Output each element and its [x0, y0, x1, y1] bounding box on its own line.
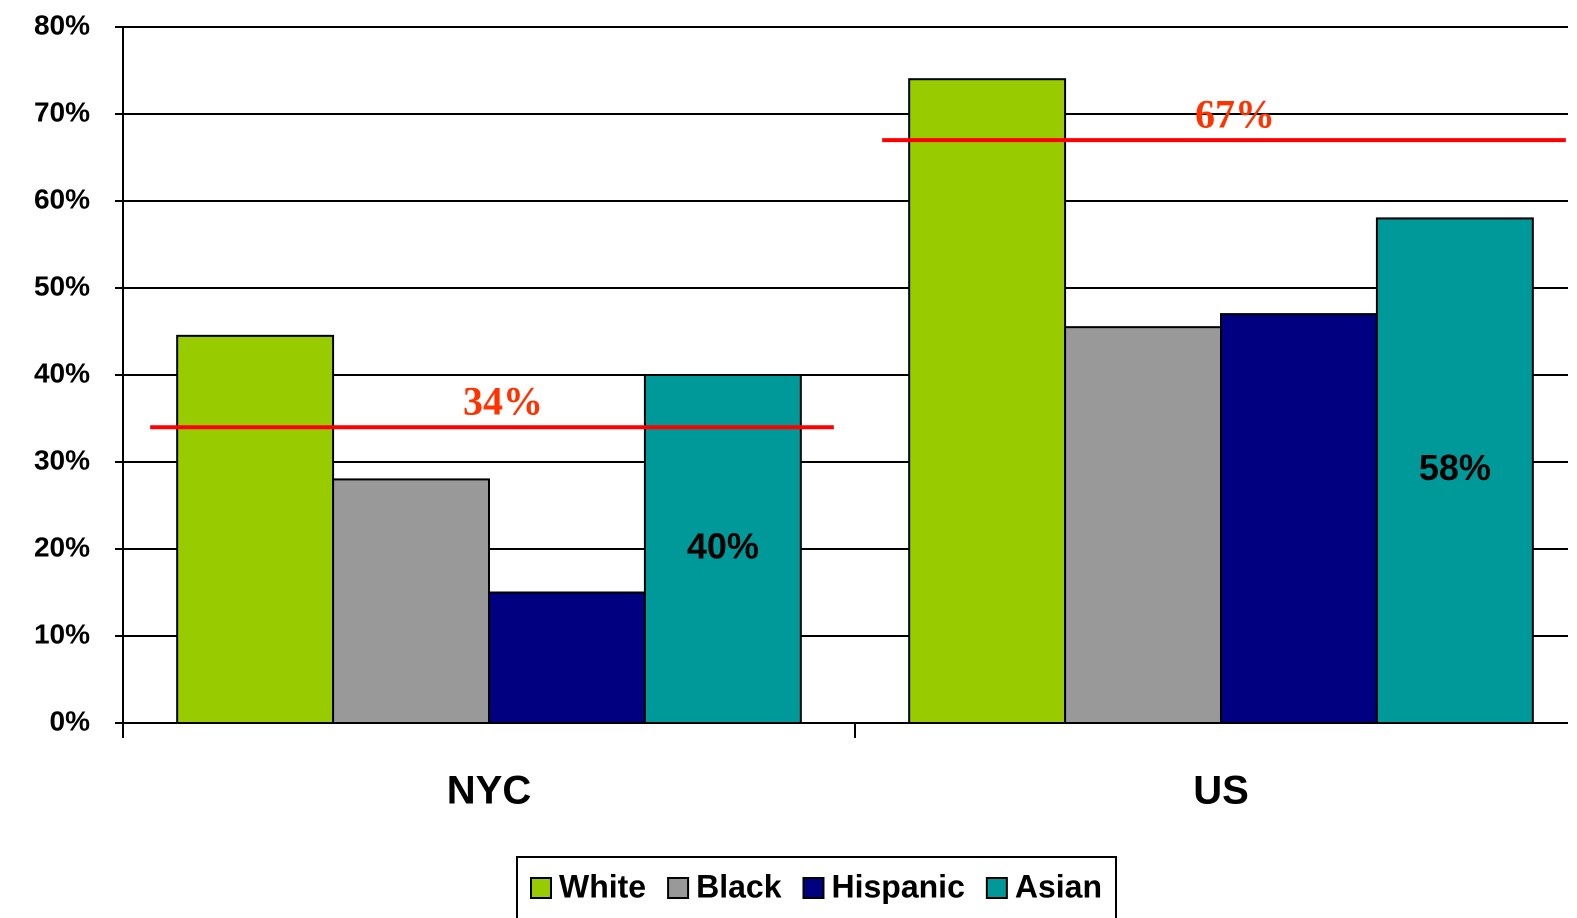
y-tick-label: 50%	[34, 270, 90, 301]
value-label: 58%	[1419, 447, 1491, 488]
legend-label: Black	[696, 868, 782, 904]
y-tick-label: 0%	[50, 705, 91, 736]
bar	[176, 334, 335, 724]
y-tick-label: 70%	[34, 96, 90, 127]
value-label: 40%	[687, 526, 759, 567]
average-label: 67%	[1195, 91, 1275, 136]
y-tick-label: 80%	[34, 9, 90, 40]
legend-swatch	[667, 877, 690, 899]
y-tick-label: 20%	[34, 531, 90, 562]
y-tick-label: 30%	[34, 444, 90, 475]
bar	[1375, 217, 1534, 724]
legend-label: White	[559, 868, 646, 904]
legend-label: Asian	[1015, 868, 1102, 904]
legend-swatch	[802, 877, 825, 899]
x-tick-label: US	[1193, 769, 1249, 813]
average-label: 34%	[463, 378, 543, 423]
bar	[1220, 313, 1378, 724]
x-tick-label: NYC	[447, 769, 531, 813]
y-tick-label: 10%	[34, 618, 90, 649]
legend-swatch	[530, 877, 552, 899]
bar	[1064, 326, 1222, 724]
bar	[908, 78, 1067, 724]
y-tick-label: 60%	[34, 183, 90, 214]
legend-swatch	[985, 877, 1008, 899]
bar	[332, 478, 491, 724]
bar	[488, 591, 646, 724]
legend-label: Hispanic	[831, 868, 964, 904]
y-tick-label: 40%	[34, 357, 90, 388]
bar	[643, 374, 802, 724]
